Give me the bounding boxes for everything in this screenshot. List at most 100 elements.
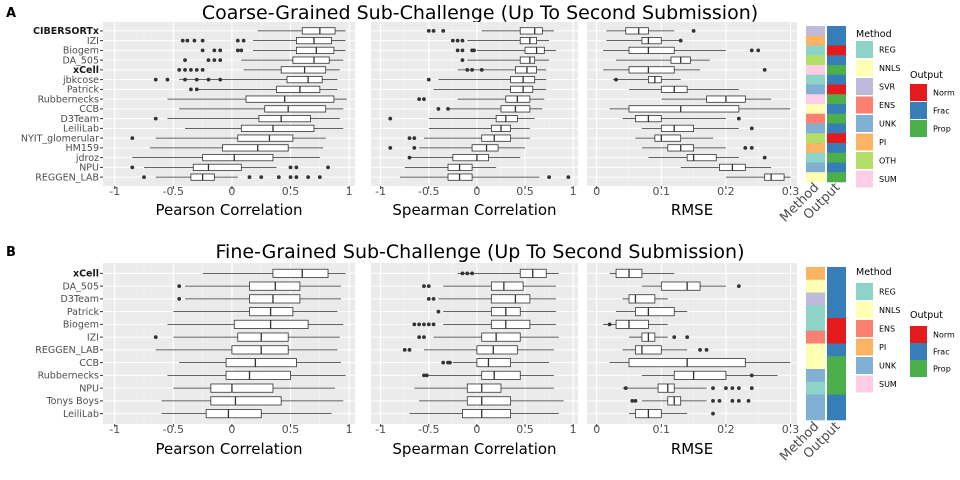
outlier-point [276, 175, 281, 180]
box-iqr [519, 37, 537, 45]
outlier-point [749, 145, 754, 150]
box-D3Team [388, 115, 535, 123]
team-label: IZI [87, 36, 99, 47]
outlier-point [614, 77, 618, 82]
outlier-point [412, 136, 417, 141]
box-iqr [641, 37, 662, 45]
method-cell [806, 292, 825, 306]
legend-label-sum: SUM [879, 175, 897, 184]
box-iqr [481, 332, 521, 342]
method-cell [806, 343, 825, 357]
outlier-point [749, 386, 754, 391]
box-Patrick [173, 307, 338, 317]
legend-swatch-prop [910, 360, 927, 377]
outlier-point [711, 398, 715, 403]
box-CCB [179, 358, 341, 368]
outlier-point [189, 87, 193, 92]
method-cell [806, 267, 825, 281]
panel-pearson-1: -1 -0.5 0 0.5 1 Pearson Correlation [103, 263, 355, 458]
legend-label-frac: Frac [933, 348, 950, 357]
outlier-point [294, 175, 299, 180]
x-axis-label: Pearson Correlation [155, 440, 302, 458]
chart-title-b: Fine-Grained Sub-Challenge (Up To Second… [216, 241, 745, 263]
outlier-point [239, 48, 244, 53]
outlier-point [422, 373, 426, 378]
outlier-point [417, 322, 422, 327]
box-REGGEN_LAB [155, 345, 338, 355]
box-Biogem [603, 46, 761, 54]
legend-label-nnls: NNLS [879, 64, 901, 73]
box-iqr [205, 409, 262, 419]
box-Tonys Boys [630, 396, 751, 406]
team-label: NPU [79, 163, 99, 174]
outlier-point [200, 48, 205, 53]
legend-swatch-norm [910, 84, 927, 101]
outlier-point [460, 271, 465, 276]
x-tick-label: 1 [346, 185, 353, 198]
output-cell [827, 162, 846, 173]
output-cell [827, 305, 846, 319]
outlier-point [194, 77, 199, 82]
box-REGGEN_LAB [622, 345, 709, 355]
outlier-point [194, 67, 199, 72]
box-IZI [629, 332, 690, 342]
box-LeiliLab [428, 124, 530, 132]
team-label: LeiliLab [63, 124, 99, 135]
box-REGGEN_LAB [725, 173, 791, 181]
outlier-point [153, 335, 158, 340]
outlier-point [153, 116, 158, 121]
x-tick-label: 0 [473, 423, 480, 436]
box-Tonys Boys [161, 396, 344, 406]
team-label: REGGEN_LAB [35, 345, 99, 356]
output-cell [827, 369, 846, 383]
x-tick-label: 0 [473, 185, 480, 198]
outlier-point [431, 322, 436, 327]
box-iqr [301, 27, 336, 35]
outlier-point [288, 175, 293, 180]
team-label: xCell [73, 269, 99, 280]
box-iqr [635, 345, 662, 355]
legend-output-title: Output [910, 310, 943, 321]
outlier-point [566, 175, 571, 180]
box-LeiliLab [185, 124, 344, 132]
outlier-point [448, 360, 452, 365]
outlier-point [241, 38, 246, 43]
outlier-point [630, 398, 635, 403]
box-xCell [457, 268, 559, 278]
outlier-point [455, 48, 460, 53]
outlier-point [426, 77, 431, 82]
x-tick-label: 0.3 [782, 185, 800, 198]
box-iqr [495, 115, 518, 123]
legend-label-unk: UNK [879, 362, 897, 371]
team-label: CCB [79, 104, 99, 115]
chart-title-a: Coarse-Grained Sub-Challenge (Up To Seco… [202, 2, 758, 24]
box-iqr [628, 46, 675, 54]
box-iqr [476, 345, 518, 355]
box-iqr [524, 46, 545, 54]
method-cell [806, 45, 825, 56]
method-cell [806, 74, 825, 85]
box-NPU [130, 163, 330, 171]
outlier-point [407, 347, 412, 352]
panel-spearman-1: -1 -0.5 0 0.5 1 Spearman Correlation [371, 263, 578, 458]
method-cell [806, 133, 825, 144]
x-tick-label: -0.5 [163, 185, 184, 198]
outlier-point [736, 398, 741, 403]
box-LeiliLab [409, 409, 559, 419]
outlier-point [206, 58, 211, 63]
box-DA_505 [641, 281, 741, 291]
x-axis-label: RMSE [671, 440, 713, 458]
panel-spearman-0: -1 -0.5 0 0.5 1 Spearman Correlation [371, 22, 578, 219]
team-label: jdroz [75, 153, 99, 164]
outlier-point [426, 28, 431, 33]
outlier-point [407, 136, 412, 141]
box-iqr [292, 56, 330, 64]
output-cell [827, 407, 846, 421]
team-label: NYIT_glomerular [21, 133, 99, 144]
method-cell [806, 123, 825, 134]
outlier-point [235, 38, 240, 43]
outlier-point [762, 67, 767, 72]
outlier-point [183, 58, 187, 63]
x-tick-label: 0 [228, 423, 235, 436]
outlier-point [306, 175, 311, 180]
